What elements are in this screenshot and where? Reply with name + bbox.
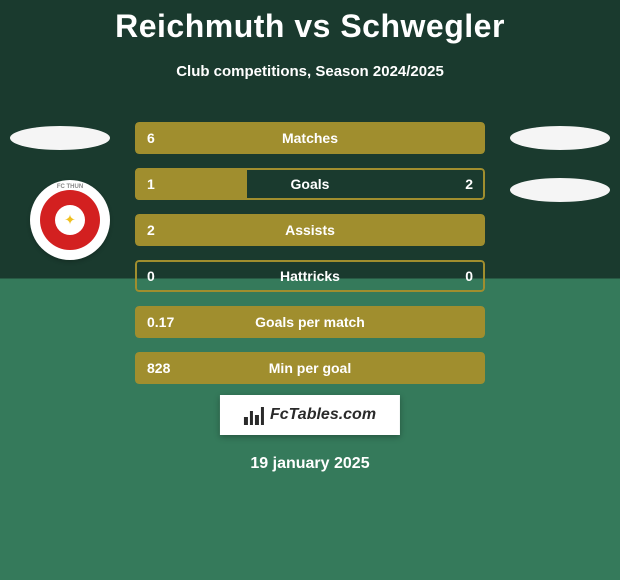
stat-row: Min per goal 828 (135, 352, 485, 384)
stat-value-right: 0 (465, 268, 473, 284)
club-logo: FC THUN ✦ (30, 180, 110, 260)
chart-icon (244, 405, 264, 425)
stat-label: Matches (282, 130, 338, 146)
stat-label: Assists (285, 222, 335, 238)
stat-row: Assists 2 (135, 214, 485, 246)
stat-value-left: 0.17 (147, 314, 174, 330)
stat-label: Hattricks (280, 268, 340, 284)
footer-brand-text: FcTables.com (270, 406, 376, 424)
stat-row: Hattricks 0 0 (135, 260, 485, 292)
page-title: Reichmuth vs Schwegler (0, 8, 620, 45)
stat-label: Goals (291, 176, 330, 192)
stat-row: Goals per match 0.17 (135, 306, 485, 338)
stat-value-left: 2 (147, 222, 155, 238)
stat-value-right: 2 (465, 176, 473, 192)
stat-value-left: 828 (147, 360, 170, 376)
stat-row: Goals 1 2 (135, 168, 485, 200)
page-subtitle: Club competitions, Season 2024/2025 (0, 63, 620, 80)
stat-label: Goals per match (255, 314, 365, 330)
left-badge-placeholder (10, 126, 110, 150)
stat-value-left: 1 (147, 176, 155, 192)
stats-container: Matches 6 Goals 1 2 Assists 2 Hattricks 0 0 Goals … (135, 122, 485, 398)
stat-value-left: 6 (147, 130, 155, 146)
footer-brand-badge: FcTables.com (220, 395, 400, 435)
right-badge-placeholder-1 (510, 126, 610, 150)
right-badge-placeholder-2 (510, 178, 610, 202)
date-label: 19 january 2025 (250, 455, 369, 473)
star-icon: ✦ (64, 212, 76, 229)
stat-label: Min per goal (269, 360, 351, 376)
stat-value-left: 0 (147, 268, 155, 284)
stat-row: Matches 6 (135, 122, 485, 154)
